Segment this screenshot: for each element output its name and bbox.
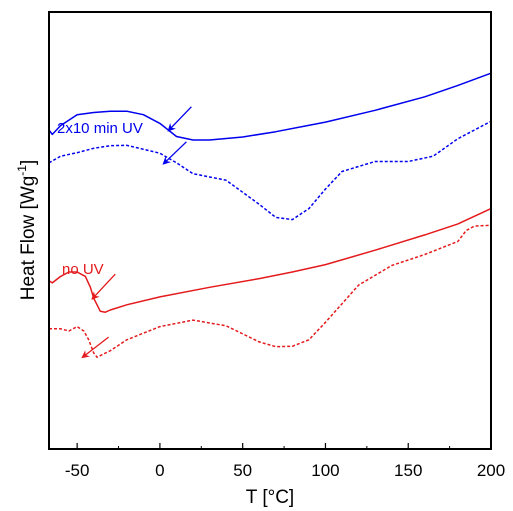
x-tick-label-2: 50 — [233, 461, 252, 480]
x-tick-label-0: -50 — [65, 461, 90, 480]
plot-frame — [48, 11, 492, 450]
y-axis-title-sup: -1 — [15, 165, 29, 176]
series-layer — [48, 72, 492, 358]
annotation-arrow-2 — [91, 273, 116, 300]
annotation-arrow-3 — [81, 336, 109, 359]
series-label-uv: 2x10 min UV — [57, 120, 143, 137]
series-line-3 — [49, 224, 492, 358]
x-tick-label-1: 0 — [155, 461, 164, 480]
y-axis-title-main: Heat Flow [Wg — [18, 176, 39, 301]
x-tick-label-5: 200 — [477, 461, 505, 480]
x-axis: -50 0 50 100 150 200 — [65, 443, 505, 480]
annotation-arrow-1 — [162, 141, 187, 165]
series-line-2 — [48, 207, 492, 313]
x-tick-label-3: 100 — [311, 461, 339, 480]
series-line-0 — [48, 72, 492, 141]
x-tick-label-4: 150 — [394, 461, 422, 480]
arrow-layer — [81, 106, 192, 359]
annotation-arrow-0 — [167, 106, 192, 132]
y-axis-title: Heat Flow [Wg-1] — [15, 160, 39, 301]
series-label-no-uv: no UV — [62, 261, 104, 278]
x-axis-title: T [°C] — [246, 487, 294, 508]
y-axis-title-tail: ] — [18, 160, 39, 165]
series-line-1 — [48, 120, 492, 221]
